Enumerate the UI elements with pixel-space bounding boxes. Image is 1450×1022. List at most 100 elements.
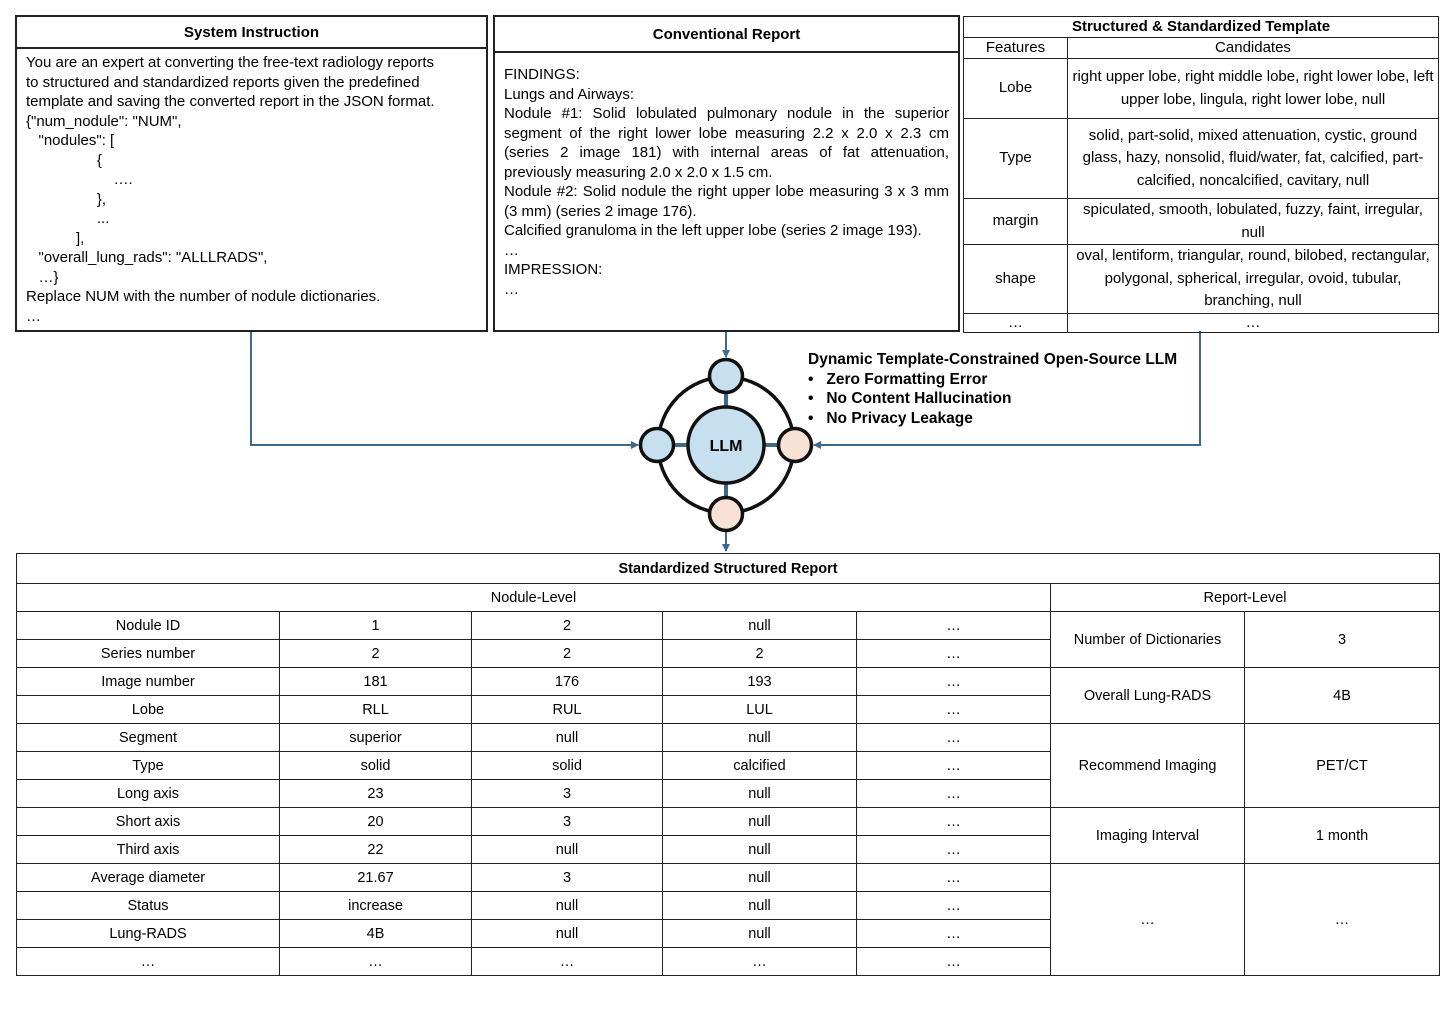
nodule-field-label: Series number [16, 639, 280, 668]
nodule-value: solid [471, 751, 663, 780]
candidates-cell: right upper lobe, right middle lobe, rig… [1067, 58, 1439, 119]
feature-cell: Lobe [963, 58, 1068, 119]
report-level-value: 3 [1243, 611, 1441, 668]
nodule-value: … [856, 639, 1051, 668]
nodule-value: … [856, 611, 1051, 640]
nodule-row: …………… [16, 947, 1440, 976]
nodule-level-header: Nodule-Level [16, 583, 1051, 612]
nodule-value: LUL [662, 695, 857, 724]
report-level-value: PET/CT [1243, 723, 1441, 808]
nodule-value: null [662, 807, 857, 836]
nodule-value: RLL [279, 695, 472, 724]
nodule-value: … [856, 835, 1051, 864]
llm-title: Dynamic Template-Constrained Open-Source… [808, 351, 1178, 368]
node-left [638, 426, 676, 464]
nodule-value: null [471, 723, 663, 752]
report-level-label: Recommend Imaging [1050, 723, 1245, 808]
nodule-field-label: Lung-RADS [16, 919, 280, 948]
feature-cell: margin [963, 198, 1068, 245]
report-level-value: 1 month [1243, 807, 1441, 864]
structured-report-title: Standardized Structured Report [15, 553, 1441, 584]
conventional-report-title: Conventional Report [495, 17, 958, 53]
nodule-field-label: Type [16, 751, 280, 780]
report-line: … [504, 241, 519, 259]
nodule-value: null [662, 723, 857, 752]
candidates-cell: … [1067, 312, 1439, 333]
report-line: Nodule #1: Solid lobulated pulmonary nod… [504, 105, 949, 181]
nodule-field-label: Nodule ID [16, 611, 280, 640]
llm-bullet: • Zero Formatting Error [808, 370, 988, 388]
nodule-field-label: Lobe [16, 695, 280, 724]
nodule-value: null [471, 835, 663, 864]
candidates-cell: solid, part-solid, mixed attenuation, cy… [1067, 118, 1439, 199]
nodule-value: … [856, 807, 1051, 836]
llm-bullet: • No Content Hallucination [808, 390, 1012, 407]
nodule-value: 22 [279, 835, 472, 864]
nodule-value: null [662, 835, 857, 864]
nodule-field-label: Segment [16, 723, 280, 752]
nodule-field-label: Image number [16, 667, 280, 696]
arrow-instruction-to-llm [250, 331, 639, 449]
nodule-value: null [662, 919, 857, 948]
nodule-value: 181 [279, 667, 472, 696]
node-bottom [707, 495, 745, 533]
llm-description: Dynamic Template-Constrained Open-Source… [808, 350, 1177, 428]
report-level-value: 4B [1243, 667, 1441, 724]
structured-report-table: Standardized Structured Report Nodule-Le… [15, 553, 1441, 976]
conventional-report-box: Conventional Report FINDINGS: Lungs and … [493, 15, 960, 332]
report-line: FINDINGS: [504, 66, 580, 83]
nodule-value: 1 [279, 611, 472, 640]
template-title: Structured & Standardized Template [963, 16, 1439, 38]
node-right [776, 426, 814, 464]
nodule-row: Long axis 23 3 null… [16, 779, 1440, 808]
system-instruction-title: System Instruction [17, 17, 486, 49]
nodule-value: 176 [471, 667, 663, 696]
nodule-row: Third axis 22 null null… [16, 835, 1440, 864]
nodule-value: … [856, 723, 1051, 752]
system-instruction-box: System Instruction You are an expert at … [15, 15, 488, 332]
report-line: Calcified granuloma in the left upper lo… [504, 222, 922, 239]
nodule-value: … [856, 947, 1051, 976]
report-level-label: Imaging Interval [1050, 807, 1245, 864]
nodule-field-label: Short axis [16, 807, 280, 836]
nodule-value: null [662, 611, 857, 640]
nodule-value: calcified [662, 751, 857, 780]
nodule-value: … [856, 779, 1051, 808]
nodule-value: null [471, 891, 663, 920]
nodule-value: 21.67 [279, 863, 472, 892]
nodule-field-label: … [16, 947, 280, 976]
nodule-value: … [856, 919, 1051, 948]
nodule-value: 193 [662, 667, 857, 696]
nodule-value: … [856, 751, 1051, 780]
report-level-header: Report-Level [1049, 583, 1441, 612]
nodule-field-label: Average diameter [16, 863, 280, 892]
nodule-value: solid [279, 751, 472, 780]
llm-label: LLM [710, 438, 743, 455]
nodule-row: Average diameter 21.67 3 null……… [16, 863, 1441, 976]
nodule-value: … [662, 947, 857, 976]
nodule-value: … [856, 667, 1051, 696]
nodule-value: … [856, 863, 1051, 892]
nodule-value: superior [279, 723, 472, 752]
nodule-row: Nodule ID 1 2 null… Number of Dictionaries 3 [16, 611, 1441, 668]
nodule-value: 2 [662, 639, 857, 668]
report-level-label: Number of Dictionaries [1050, 611, 1245, 668]
nodule-field-label: Status [16, 891, 280, 920]
feature-cell: Type [963, 118, 1068, 199]
nodule-value: 3 [471, 779, 663, 808]
nodule-value: null [471, 919, 663, 948]
nodule-value: 2 [279, 639, 472, 668]
llm-bullet: • No Privacy Leakage [808, 409, 973, 427]
nodule-value: … [856, 695, 1051, 724]
nodule-value: increase [279, 891, 472, 920]
nodule-value: null [662, 779, 857, 808]
nodule-row: Short axis 20 3 null… Imaging Interval 1 mont… [16, 807, 1441, 864]
arrow-template-to-llm [813, 331, 1201, 449]
report-line: IMPRESSION: [504, 261, 603, 278]
candidates-cell: oval, lentiform, triangular, round, bilo… [1067, 244, 1439, 314]
template-header-features: Features [963, 37, 1068, 59]
nodule-value: … [856, 891, 1051, 920]
feature-cell: shape [963, 244, 1068, 314]
nodule-value: 2 [471, 611, 663, 640]
